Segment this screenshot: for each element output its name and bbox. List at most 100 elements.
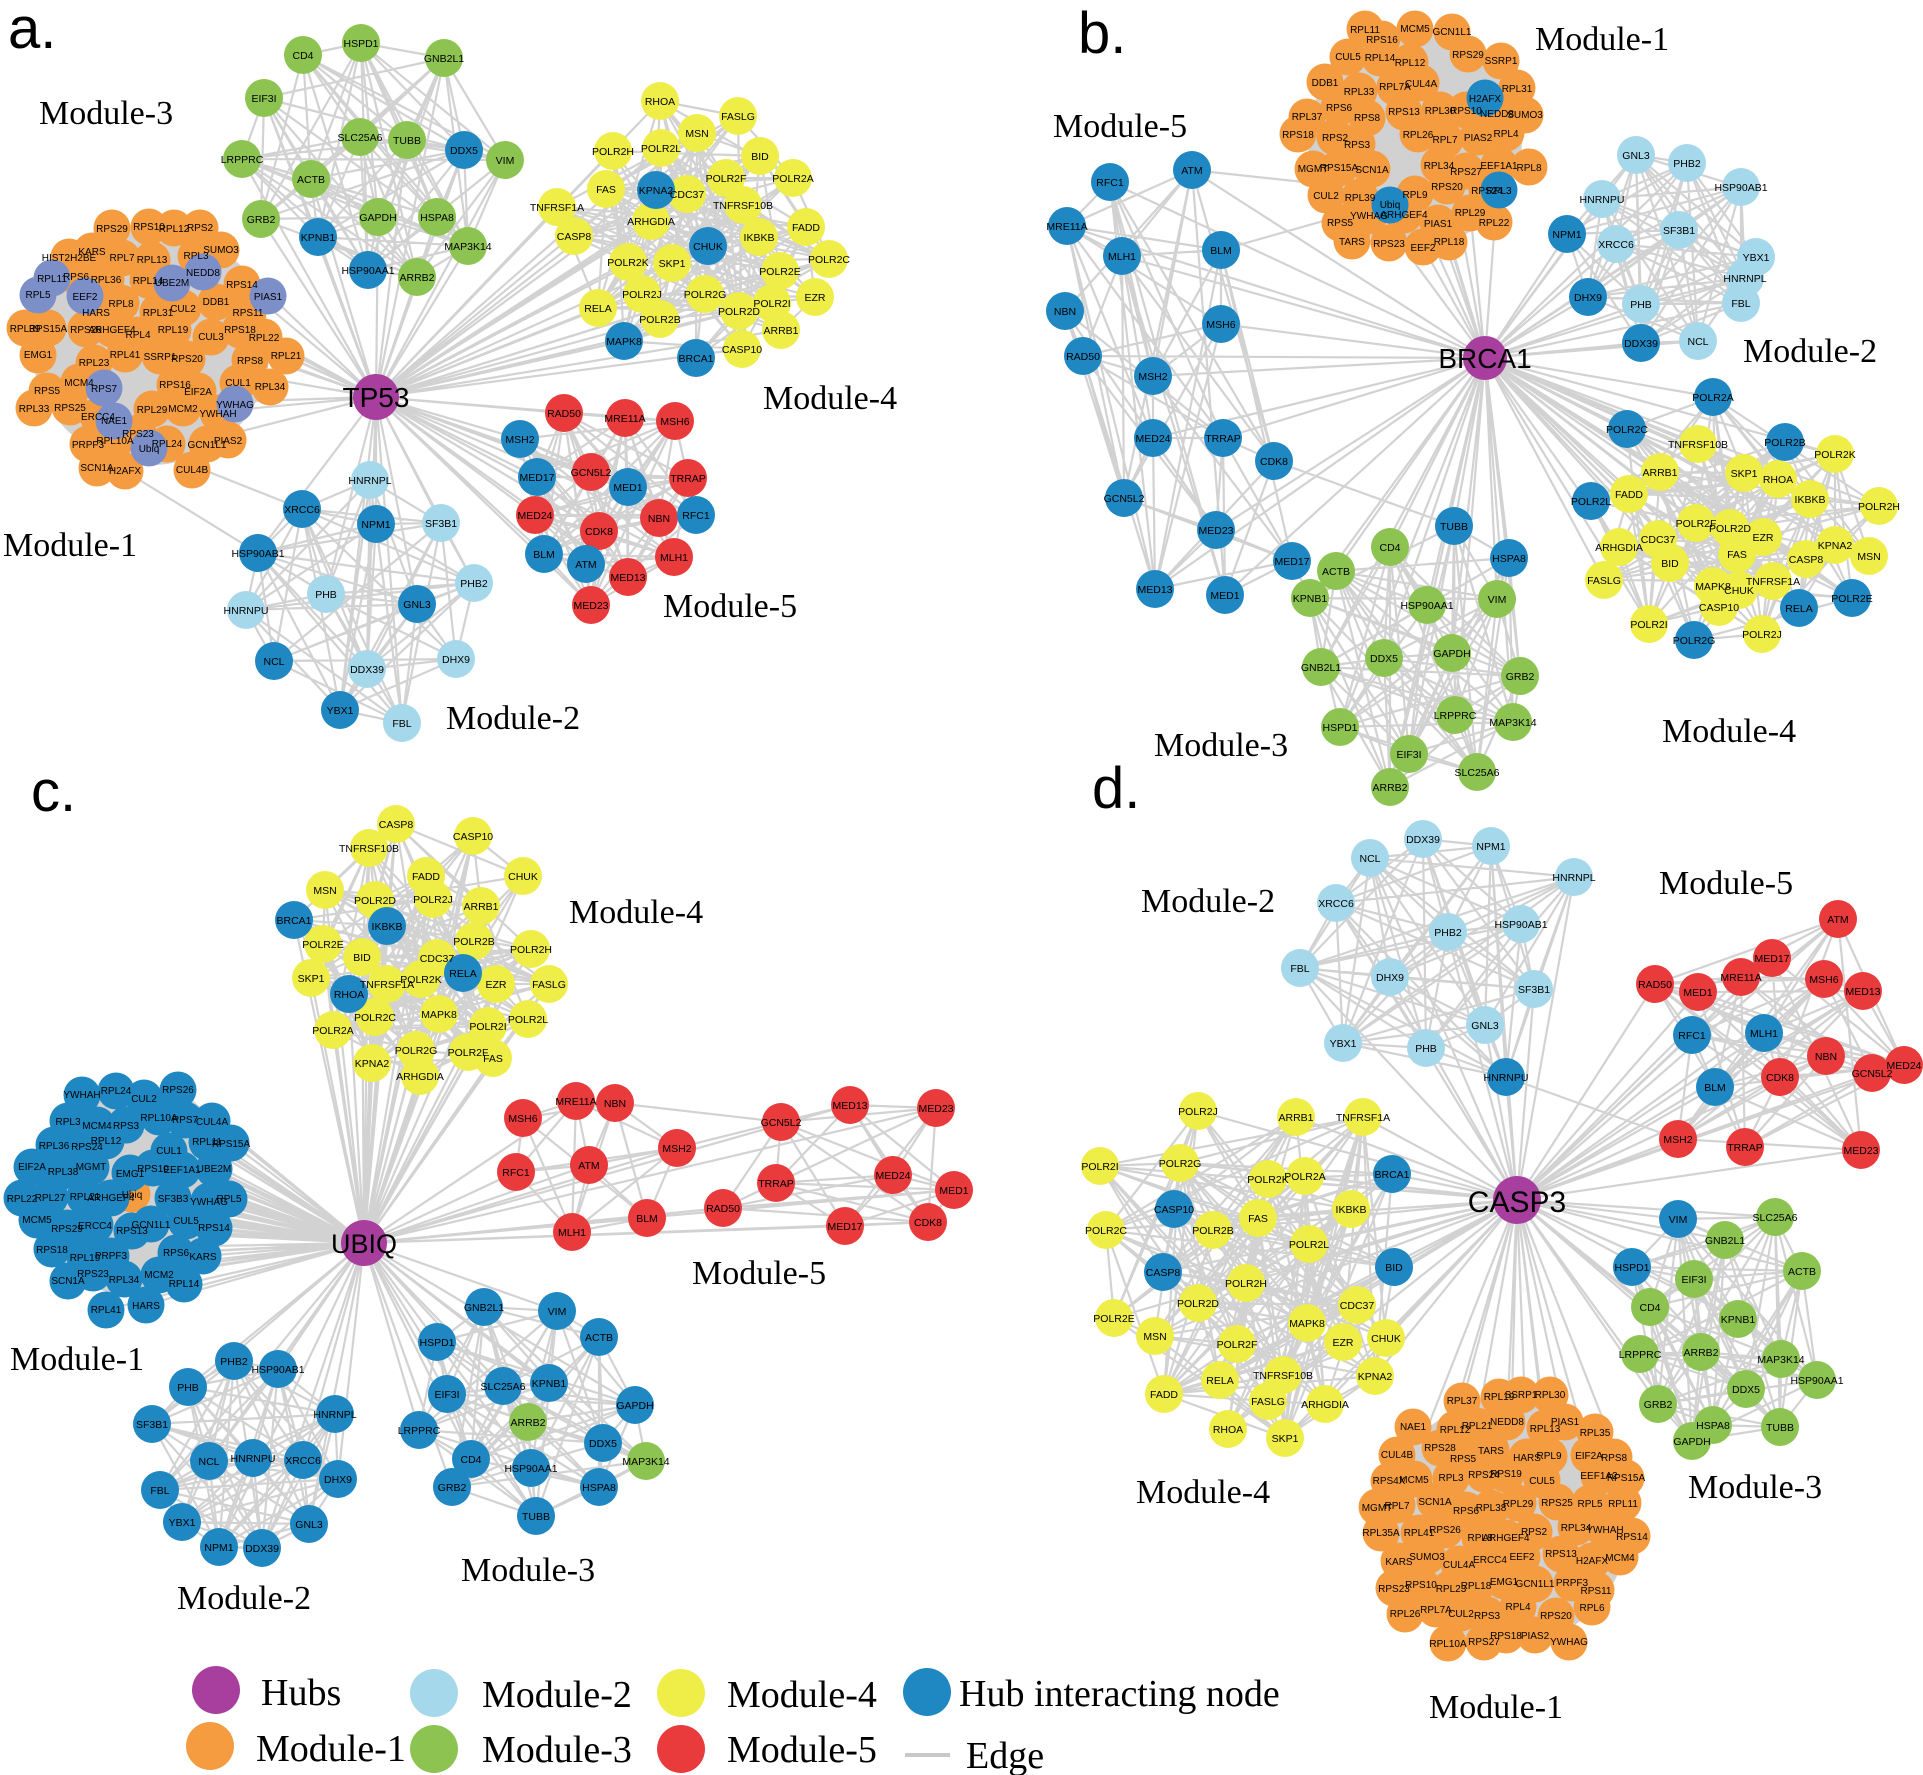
svg-text:MGMT: MGMT <box>76 1162 107 1173</box>
svg-text:XRCC6: XRCC6 <box>1598 239 1634 251</box>
svg-text:RPS18: RPS18 <box>224 325 256 336</box>
svg-text:CUL5: CUL5 <box>173 1216 199 1227</box>
svg-text:MLH1: MLH1 <box>1750 1028 1778 1040</box>
svg-text:HSP90AB1: HSP90AB1 <box>251 1364 304 1376</box>
svg-text:POLR2L: POLR2L <box>641 143 681 155</box>
svg-text:BLM: BLM <box>1210 245 1232 257</box>
svg-text:Module-2: Module-2 <box>446 700 580 737</box>
svg-text:CDC37: CDC37 <box>1641 534 1676 546</box>
svg-text:RPS20: RPS20 <box>1540 1611 1572 1622</box>
svg-text:Module-2: Module-2 <box>1141 883 1275 920</box>
svg-text:EIF2A: EIF2A <box>1575 1451 1603 1462</box>
svg-text:GNL3: GNL3 <box>403 599 431 611</box>
svg-text:RPL4: RPL4 <box>1505 1602 1530 1613</box>
svg-text:YBX1: YBX1 <box>327 705 354 717</box>
svg-text:RPL33: RPL33 <box>19 404 50 415</box>
svg-text:VIM: VIM <box>1488 594 1507 606</box>
svg-text:GNL3: GNL3 <box>295 1519 323 1531</box>
svg-text:ARRB1: ARRB1 <box>1278 1112 1313 1124</box>
svg-text:Module-3: Module-3 <box>461 1552 595 1589</box>
svg-text:RELA: RELA <box>1206 1375 1233 1387</box>
svg-text:UBE2M: UBE2M <box>197 1164 231 1175</box>
svg-text:RPS13: RPS13 <box>1388 107 1420 118</box>
svg-text:EZR: EZR <box>1333 1337 1354 1349</box>
svg-text:RPS18: RPS18 <box>1282 130 1314 141</box>
svg-text:RPS2: RPS2 <box>1322 133 1349 144</box>
svg-text:POLR2C: POLR2C <box>808 254 850 266</box>
svg-text:TNFRSF1A: TNFRSF1A <box>1336 1112 1390 1124</box>
svg-text:MED13: MED13 <box>1845 986 1880 998</box>
svg-text:MSN: MSN <box>1857 551 1880 563</box>
svg-text:GRB2: GRB2 <box>438 1482 467 1494</box>
svg-text:CUL2: CUL2 <box>1313 191 1339 202</box>
svg-text:LRPPRC: LRPPRC <box>221 154 264 166</box>
svg-text:POLR2G: POLR2G <box>1159 1158 1202 1170</box>
svg-text:RPL34: RPL34 <box>109 1275 140 1286</box>
svg-text:POLR2D: POLR2D <box>718 306 760 318</box>
svg-text:GCN5L2: GCN5L2 <box>1852 1068 1893 1080</box>
svg-text:MCM2: MCM2 <box>144 1270 174 1281</box>
svg-text:DDX5: DDX5 <box>450 145 478 157</box>
svg-text:RPS26: RPS26 <box>70 325 102 336</box>
svg-text:NEDD8: NEDD8 <box>1490 1417 1524 1428</box>
svg-text:RPL31: RPL31 <box>143 308 174 319</box>
svg-text:NPM1: NPM1 <box>1552 229 1581 241</box>
svg-text:FBL: FBL <box>150 1485 169 1497</box>
svg-text:NBN: NBN <box>604 1098 626 1110</box>
svg-text:RPS7: RPS7 <box>172 1115 199 1126</box>
svg-text:FAS: FAS <box>483 1053 503 1065</box>
svg-text:ACTB: ACTB <box>1788 1266 1816 1278</box>
svg-text:BID: BID <box>353 952 371 964</box>
svg-text:GAPDH: GAPDH <box>1673 1436 1710 1448</box>
svg-text:ARRB2: ARRB2 <box>1683 1347 1718 1359</box>
svg-text:RPS10: RPS10 <box>133 222 165 233</box>
svg-text:MRE11A: MRE11A <box>604 413 645 425</box>
svg-text:UBE2M: UBE2M <box>155 278 189 289</box>
svg-text:d.: d. <box>1092 756 1140 821</box>
svg-text:MCM2: MCM2 <box>168 404 198 415</box>
svg-text:RPL7: RPL7 <box>1384 1501 1409 1512</box>
svg-text:HNRNPU: HNRNPU <box>231 1453 276 1465</box>
svg-text:HSP90AB1: HSP90AB1 <box>1494 919 1547 931</box>
svg-text:TNFRSF10B: TNFRSF10B <box>1253 1370 1313 1382</box>
svg-text:RPS16: RPS16 <box>159 380 191 391</box>
svg-text:RPL11: RPL11 <box>1608 1499 1638 1510</box>
svg-text:DDX39: DDX39 <box>1624 338 1658 350</box>
svg-text:SSRP1: SSRP1 <box>144 352 177 363</box>
svg-text:HSP90AA1: HSP90AA1 <box>504 1463 557 1475</box>
svg-text:RPL36: RPL36 <box>91 275 122 286</box>
svg-text:ARRB1: ARRB1 <box>1642 467 1677 479</box>
svg-text:Module-5: Module-5 <box>663 588 797 625</box>
svg-text:SKP1: SKP1 <box>659 258 686 270</box>
svg-text:RPS23: RPS23 <box>1373 239 1405 250</box>
svg-text:Module-3: Module-3 <box>482 1729 632 1771</box>
svg-text:RPL22: RPL22 <box>249 333 280 344</box>
svg-text:RPS10: RPS10 <box>1405 1580 1437 1591</box>
svg-text:MED24: MED24 <box>875 1170 910 1182</box>
svg-text:RAD50: RAD50 <box>706 1203 740 1215</box>
svg-text:RPS29: RPS29 <box>51 1224 83 1235</box>
svg-text:RPS10: RPS10 <box>137 1164 169 1175</box>
svg-text:MCM5: MCM5 <box>1400 24 1430 35</box>
svg-text:MSH6: MSH6 <box>1206 319 1235 331</box>
svg-text:RPS23: RPS23 <box>1378 1584 1410 1595</box>
svg-text:MED17: MED17 <box>1274 556 1309 568</box>
svg-text:TUBB: TUBB <box>522 1511 550 1523</box>
svg-text:RPL10A: RPL10A <box>96 436 134 447</box>
svg-text:KPNB1: KPNB1 <box>532 1378 567 1390</box>
svg-text:POLR2D: POLR2D <box>1709 523 1751 535</box>
svg-text:Ubiq: Ubiq <box>139 444 160 455</box>
svg-text:PRPF3: PRPF3 <box>72 440 105 451</box>
svg-text:GNB2L1: GNB2L1 <box>1705 1235 1745 1247</box>
svg-text:MSH2: MSH2 <box>505 434 534 446</box>
svg-text:SUMO3: SUMO3 <box>1507 110 1543 121</box>
svg-text:POLR2A: POLR2A <box>1692 392 1733 404</box>
svg-text:NCL: NCL <box>198 1456 219 1468</box>
svg-text:HNRNPU: HNRNPU <box>1484 1072 1529 1084</box>
svg-text:HNRNPL: HNRNPL <box>1723 273 1766 285</box>
svg-text:FASLG: FASLG <box>1251 1396 1285 1408</box>
svg-text:KPNA2: KPNA2 <box>639 185 674 197</box>
svg-text:SCN1A: SCN1A <box>1418 1497 1452 1508</box>
svg-text:ARHGEF4: ARHGEF4 <box>1380 210 1428 221</box>
svg-text:GCN1L1: GCN1L1 <box>1433 27 1472 38</box>
